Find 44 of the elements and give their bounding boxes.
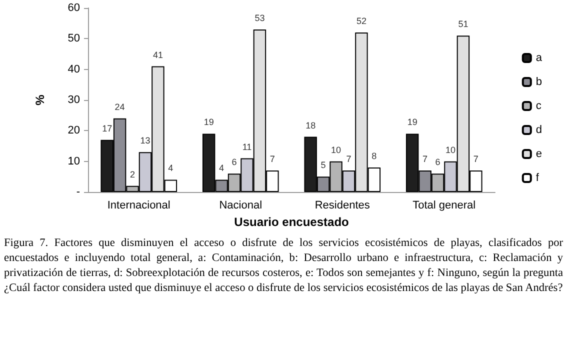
text: Figura 7. Factores que disminuyen el acceso o disfrute de los servicios ecosistémicos de playas, clasificados por encuestados e incluyendo total general, a: Contaminación, b: Desarrollo urbano e infraestructura, c: Reclamación y privatización de tierras, d: Sobreexplotación de recursos costeros, e: Todos son semejantes y f: Ninguno, según la pregunta ¿Cuál factor considera usted que disminuye el acceso o disfrute de los servicios ecosistémicos de las playas de San Andrés?: [4, 236, 563, 296]
data-label: 19: [204, 117, 214, 128]
data-label: 10: [445, 144, 456, 155]
data-label: 2: [130, 169, 136, 180]
x-tick-label: Total general: [412, 200, 476, 212]
legend-label: e: [536, 148, 542, 160]
legend-label: a: [536, 52, 543, 64]
y-tick-label: 20: [68, 124, 80, 137]
data-label: 13: [140, 136, 150, 146]
data-label: 17: [102, 123, 112, 134]
data-label: 24: [114, 102, 125, 112]
data-label: 7: [473, 154, 478, 164]
data-label: 7: [270, 154, 275, 164]
legend-label: d: [536, 124, 542, 136]
data-label: 18: [306, 120, 316, 130]
y-tick-label: 60: [68, 2, 80, 14]
data-label: 51: [458, 19, 468, 30]
data-label: 7: [422, 154, 428, 164]
data-label: 11: [242, 142, 252, 152]
data-label: 52: [356, 16, 366, 26]
data-label: 53: [254, 12, 265, 23]
legend-label: b: [536, 76, 542, 88]
data-label: 4: [219, 163, 224, 174]
data-label: 41: [152, 50, 163, 60]
legend-label: f: [536, 172, 540, 184]
x-axis-title: Usuario encuestado: [234, 214, 349, 229]
y-tick-label: 50: [68, 32, 80, 45]
data-label: 6: [232, 157, 237, 168]
data-label: 19: [407, 117, 418, 128]
y-axis-title: %: [33, 94, 47, 106]
data-label: 8: [372, 150, 377, 161]
data-label: 10: [331, 144, 342, 155]
y-tick-label: 40: [68, 63, 80, 76]
x-tick-label: Internacional: [107, 200, 170, 212]
x-tick-label: Residentes: [314, 200, 370, 212]
x-tick-label: Nacional: [219, 200, 262, 212]
data-label: 7: [346, 154, 352, 164]
data-label: 6: [435, 157, 440, 168]
legend-label: c: [536, 100, 542, 112]
data-label: 5: [320, 160, 326, 170]
y-tick-label: 10: [68, 155, 80, 168]
y-tick-label: -: [76, 186, 80, 198]
data-label: 4: [168, 163, 174, 174]
y-tick-label: 30: [68, 94, 80, 106]
